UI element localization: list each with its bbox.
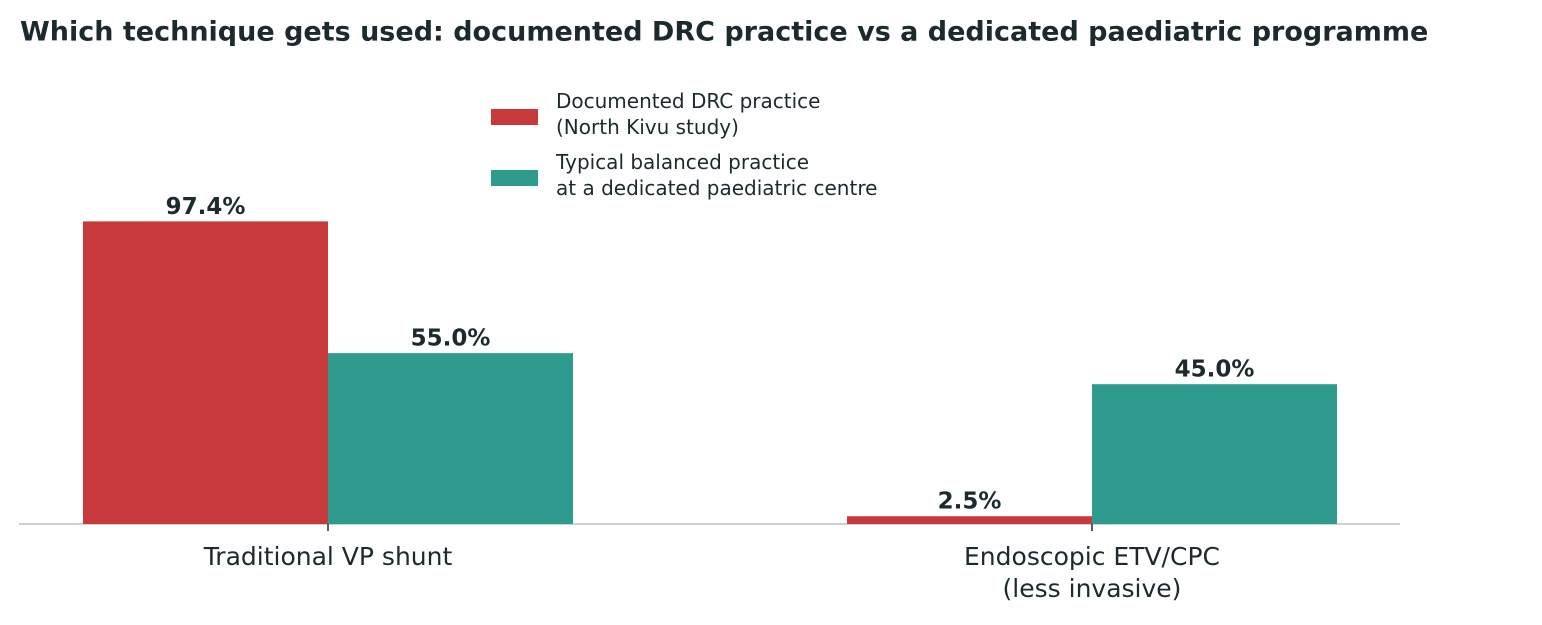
value-label: 2.5%	[938, 489, 1002, 515]
legend-swatch	[491, 170, 538, 186]
bar	[847, 516, 1092, 524]
bar	[328, 353, 573, 524]
value-label: 45.0%	[1175, 357, 1255, 383]
value-label: 55.0%	[411, 326, 491, 352]
bar	[83, 221, 328, 525]
x-tick-label: Endoscopic ETV/CPC (less invasive)	[964, 542, 1220, 603]
chart-title: Which technique gets used: documented DR…	[20, 17, 1428, 48]
value-label: 97.4%	[166, 194, 246, 220]
x-tick-label: Traditional VP shunt	[203, 542, 453, 571]
bar	[1092, 384, 1337, 524]
legend-label: Typical balanced practice at a dedicated …	[555, 150, 877, 200]
legend-swatch	[491, 109, 538, 125]
legend-label: Documented DRC practice (North Kivu study…	[556, 89, 820, 139]
